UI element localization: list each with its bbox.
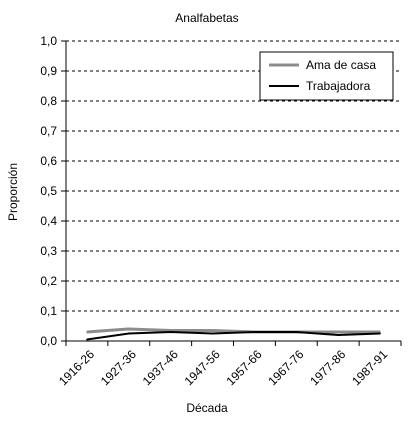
legend-box [259, 51, 394, 101]
data-point [379, 332, 381, 335]
data-point [379, 331, 381, 333]
x-axis-label: Década [186, 401, 228, 415]
x-tick-label: 1967-76 [265, 347, 306, 388]
data-point [211, 332, 214, 335]
legend: Ama de casa Trabajadora [259, 51, 394, 101]
x-tick-label: 1957-66 [224, 347, 265, 388]
y-tick-label: 0,7 [40, 124, 57, 138]
y-tick-label: 0,3 [40, 244, 57, 258]
series-line-trabajadora [86, 331, 381, 341]
y-tick-label: 0,0 [40, 334, 57, 348]
x-tick-label: 1937-46 [140, 347, 181, 388]
legend-label-trabajadora: Trabajadora [306, 79, 371, 93]
y-tick-labels: 0,0 0,1 0,2 0,3 0,4 0,5 0,6 0,7 0,8 0,9 1,0 [40, 34, 57, 348]
gridlines [66, 40, 401, 312]
data-point [337, 331, 339, 333]
y-tick-label: 0,8 [40, 94, 57, 108]
y-tick-label: 0,6 [40, 154, 57, 168]
data-point [86, 338, 88, 341]
y-tick-label: 0,1 [40, 304, 57, 318]
data-point [211, 329, 214, 332]
y-axis-label: Proporción [6, 163, 20, 221]
y-tick-label: 0,5 [40, 184, 57, 198]
data-point [337, 334, 339, 336]
x-tick-labels: 1916-26 1927-36 1937-46 1947-56 1957-66 1967-… [56, 347, 390, 388]
y-tick-label: 1,0 [40, 34, 57, 48]
y-tick-label: 0,9 [40, 64, 57, 78]
y-tick-label: 0,4 [40, 214, 57, 228]
x-tick-label: 1987-91 [349, 347, 390, 388]
chart-title: Analfabetas [175, 11, 238, 25]
series-line-ama-de-casa [86, 327, 381, 334]
x-tick-label: 1916-26 [56, 347, 97, 388]
series-lines [86, 327, 381, 341]
data-point [128, 328, 130, 330]
data-point [169, 331, 172, 333]
x-tick-label: 1947-56 [182, 347, 223, 388]
data-point [295, 331, 298, 333]
data-point [86, 331, 88, 333]
axes [61, 40, 402, 346]
data-point [128, 332, 130, 335]
data-point [169, 329, 172, 332]
legend-label-ama-de-casa: Ama de casa [306, 58, 376, 72]
x-tick-label: 1977-86 [307, 347, 348, 388]
data-point [253, 331, 256, 333]
y-tick-label: 0,2 [40, 274, 57, 288]
x-tick-label: 1927-36 [98, 347, 139, 388]
